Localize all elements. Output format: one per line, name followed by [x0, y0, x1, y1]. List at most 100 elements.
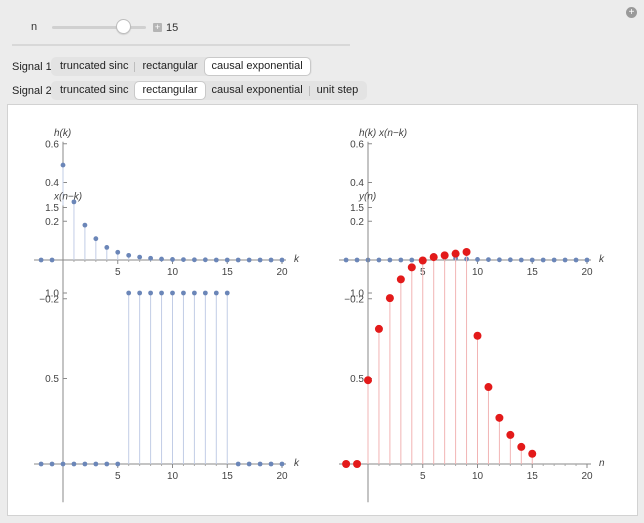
stem-point	[104, 461, 110, 467]
plus-icon[interactable]: +	[626, 7, 637, 18]
stem-point	[475, 257, 480, 262]
stem-point	[213, 290, 219, 296]
signal2-option-unit-step[interactable]: unit step	[316, 84, 359, 96]
stem-point	[202, 257, 208, 263]
stem-point	[387, 257, 393, 263]
slider-label: n	[31, 21, 38, 33]
stem-point	[49, 257, 55, 263]
stem-point	[528, 449, 537, 458]
stem-point	[354, 257, 360, 263]
stem-point	[429, 253, 438, 262]
x-tick-label: 15	[222, 471, 234, 482]
stem-point	[49, 461, 55, 467]
signal1-option-rectangular[interactable]: rectangular	[142, 60, 198, 72]
plot-area: 5101520−0.20.20.40.6h(k)k5101520−0.20.20…	[7, 104, 638, 516]
stem-point	[60, 461, 66, 467]
stem-point	[192, 290, 197, 296]
y-tick-label: −0.2	[39, 294, 59, 305]
stem-point	[268, 461, 274, 467]
stem-point	[126, 252, 132, 258]
stem-point	[540, 257, 546, 263]
stem-point	[551, 257, 557, 263]
stem-point	[507, 257, 513, 263]
stem-point	[137, 254, 143, 260]
stem-point	[462, 247, 471, 256]
signal1-label: Signal 1	[12, 61, 52, 73]
stem-point	[342, 460, 351, 468]
y-tick-label: 0.6	[45, 139, 59, 150]
stem-point	[71, 461, 77, 467]
stem-point	[60, 162, 66, 168]
stem-point	[257, 257, 263, 263]
stem-point	[235, 461, 241, 467]
stem-point	[268, 257, 274, 263]
y-tick-label: 1.0	[45, 289, 59, 300]
stem-point	[181, 257, 186, 263]
stem-point	[170, 257, 175, 262]
stem-point	[126, 290, 132, 296]
stem-point	[246, 257, 252, 263]
x-tick-label: 20	[276, 471, 288, 482]
stem-point	[473, 331, 482, 340]
stem-point	[562, 257, 568, 263]
stem-point	[484, 383, 493, 392]
x-tick-label: 10	[472, 471, 484, 482]
signal1-option-causal-exponential[interactable]: causal exponential	[204, 58, 310, 75]
signal2-selector: truncated sinc rectangular causal expone…	[51, 81, 368, 100]
y-tick-label: −0.2	[344, 294, 364, 305]
x-tick-label: 5	[115, 471, 121, 482]
stem-point	[440, 251, 449, 260]
signal2-option-rectangular[interactable]: rectangular	[135, 82, 205, 99]
x-tick-label: 5	[115, 267, 121, 278]
stem-point	[38, 461, 44, 467]
stem-point	[495, 413, 504, 422]
signal1-option-truncated-sinc[interactable]: truncated sinc	[53, 58, 136, 75]
stem-point	[246, 461, 252, 467]
signal2-option-causal-exponential[interactable]: causal exponential	[205, 82, 310, 99]
y-axis-label: h(k)	[54, 128, 71, 139]
stem-point	[170, 290, 175, 296]
stem-point	[159, 290, 164, 296]
stem-point	[257, 461, 263, 467]
n-slider-thumb[interactable]	[116, 19, 131, 34]
x-tick-label: 10	[167, 471, 179, 482]
y-axis-label: y(n)	[358, 192, 376, 203]
x-axis-label: n	[599, 458, 605, 469]
slider-value: 15	[166, 22, 179, 34]
x-tick-label: 20	[276, 267, 288, 278]
slider-expand-icon[interactable]: +	[153, 22, 162, 32]
y-tick-label: 1.5	[350, 203, 364, 214]
stem-point	[418, 256, 427, 265]
stem-point	[353, 460, 362, 468]
stem-point	[104, 245, 110, 250]
y-axis-label: x(n−k)	[53, 192, 82, 203]
stem-point	[364, 376, 372, 385]
stem-point	[584, 257, 590, 263]
y-tick-label: 0.2	[350, 217, 364, 228]
stem-point	[71, 199, 77, 205]
signal2-option-truncated-sinc[interactable]: truncated sinc	[60, 84, 129, 96]
stem-point	[343, 257, 349, 263]
stem-point	[529, 257, 535, 263]
n-slider-track[interactable]	[52, 26, 146, 29]
y-tick-label: 1.5	[45, 203, 59, 214]
x-tick-label: 15	[527, 471, 539, 482]
stem-point	[517, 442, 526, 451]
divider	[12, 44, 350, 46]
stem-point	[148, 255, 154, 261]
stem-point	[385, 294, 394, 303]
stem-point	[115, 461, 121, 467]
x-tick-label: 20	[581, 267, 593, 278]
stem-point	[573, 257, 579, 263]
y-tick-label: 0.2	[45, 217, 59, 228]
x-tick-label: 15	[527, 267, 539, 278]
signal1-selector: truncated sinc rectangular causal expone…	[51, 57, 312, 76]
y-tick-label: 0.6	[350, 139, 364, 150]
stem-point	[181, 290, 186, 296]
stem-point	[38, 257, 44, 263]
stem-point	[376, 257, 382, 263]
y-tick-label: 0.5	[350, 374, 364, 385]
stem-point	[137, 290, 143, 296]
y-tick-label: 0.5	[45, 374, 59, 385]
